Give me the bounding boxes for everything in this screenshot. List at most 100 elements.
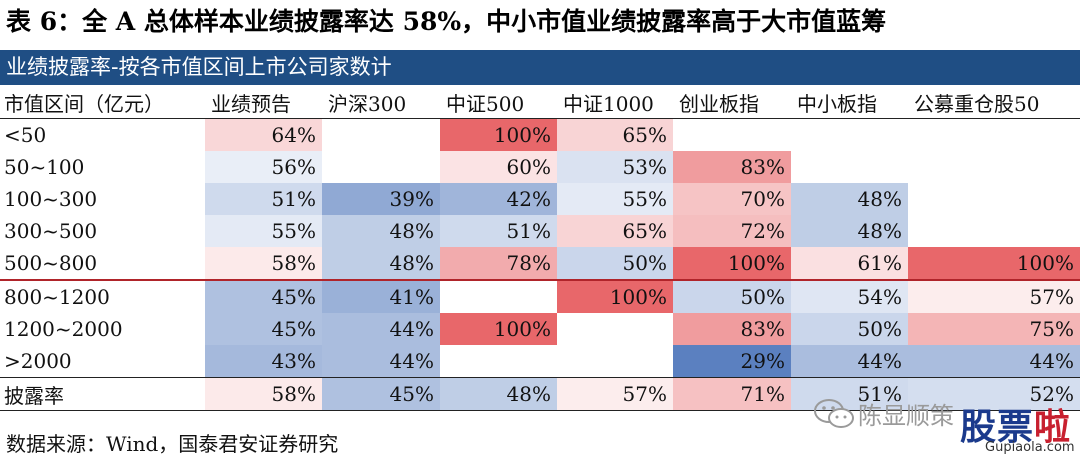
disclosure-rate-table: 市值区间（亿元） 业绩预告 沪深300 中证500 中证1000 创业板指 中小… <box>0 86 1080 410</box>
table-cell: 48% <box>791 215 908 247</box>
table-cell: 50% <box>557 247 673 281</box>
table-row: 500~800 58% 48% 78% 50% 100% 61% 100% <box>0 247 1080 281</box>
table-cell <box>673 119 791 152</box>
row-label: 500~800 <box>0 247 205 281</box>
table-cell: 52% <box>908 377 1080 410</box>
row-label: 1200~2000 <box>4 317 123 341</box>
table-cell: 72% <box>673 215 791 247</box>
watermark-account: 陈显顺策 <box>858 402 954 430</box>
table-cell <box>440 345 557 378</box>
table-cell <box>440 280 557 313</box>
table-cell: 51% <box>205 183 322 215</box>
row-label: 800~1200 <box>4 285 110 309</box>
table-cell: 83% <box>673 151 791 183</box>
source-note: 数据来源：Wind，国泰君安证券研究 <box>6 432 339 456</box>
row-label: 50~100 <box>4 155 85 179</box>
brand-red: 啦 <box>1034 407 1072 448</box>
column-header: 中证1000 <box>557 86 673 119</box>
watermark-brand: 股票啦 <box>960 398 1071 450</box>
table-cell <box>908 183 1080 215</box>
watermark: 陈显顺策 股票啦 Gupiaola.com <box>810 392 1080 461</box>
table-cell: 78% <box>440 247 557 281</box>
table-cell: 51% <box>440 215 557 247</box>
table-cell: 65% <box>557 118 673 151</box>
table-cell: 54% <box>791 280 908 313</box>
table-cell: 55% <box>557 183 673 215</box>
table-cell <box>322 151 440 183</box>
table-cell: 64% <box>205 118 322 151</box>
table-cell: 44% <box>322 345 440 378</box>
table-cell: 50% <box>791 313 908 345</box>
table-cell: 65% <box>557 215 673 247</box>
table-cell: 61% <box>791 247 908 281</box>
table-cell: 44% <box>791 345 908 378</box>
table-cell: 44% <box>322 313 440 345</box>
table-cell <box>557 345 673 378</box>
table-cell: 44% <box>908 345 1080 378</box>
table-cell: 100% <box>673 247 791 281</box>
table-cell: 48% <box>440 377 557 410</box>
table-cell: 55% <box>205 215 322 247</box>
table-cell: 58% <box>205 377 322 410</box>
table-row: 50~100 56% 60% 53% 83% <box>0 151 1080 183</box>
table-cell: 71% <box>673 377 791 410</box>
table-cell: 57% <box>557 377 673 410</box>
table-bottom-rule <box>0 410 1080 411</box>
brand-blue: 股票 <box>960 407 1035 448</box>
row-label: 100~300 <box>4 187 98 211</box>
table-cell <box>908 119 1080 152</box>
table-cell: 60% <box>440 151 557 183</box>
table-row: 800~1200 45% 41% 100% 50% 54% 57% <box>0 280 1080 313</box>
table-cell: 75% <box>908 313 1080 345</box>
table-cell <box>791 119 908 152</box>
table-cell: 56% <box>205 151 322 183</box>
column-header: 市值区间（亿元） <box>0 86 205 119</box>
table-row: >2000 43% 44% 29% 44% 44% <box>0 345 1080 378</box>
table-row: 1200~2000 45% 44% 100% 83% 50% 75% <box>0 313 1080 345</box>
table-cell: 51% <box>791 377 908 410</box>
table-cell: 70% <box>673 183 791 215</box>
table-cell: 39% <box>322 183 440 215</box>
table-cell: 45% <box>205 313 322 345</box>
table-cell: 29% <box>673 345 791 378</box>
table-cell: 100% <box>557 280 673 313</box>
table-cell: 43% <box>205 345 322 378</box>
table-title: 表 6：全 A 总体样本业绩披露率达 58%，中小市值业绩披露率高于大市值蓝筹 <box>6 7 887 36</box>
table-cell <box>322 119 440 152</box>
table-cell: 41% <box>322 280 440 313</box>
table-cell: 57% <box>908 280 1080 313</box>
column-header: 创业板指 <box>673 86 791 119</box>
column-header: 中证500 <box>440 86 557 119</box>
column-header: 业绩预告 <box>205 86 322 119</box>
column-header: 中小板指 <box>791 86 908 119</box>
row-label: >2000 <box>4 349 72 373</box>
table-cell: 48% <box>791 183 908 215</box>
table-row: 100~300 51% 39% 42% 55% 70% 48% <box>0 183 1080 215</box>
watermark-url: Gupiaola.com <box>985 440 1075 455</box>
table-cell: 50% <box>673 280 791 313</box>
row-label: <50 <box>4 123 47 147</box>
table-cell: 58% <box>205 247 322 281</box>
table-row: <50 64% 100% 65% <box>0 118 1080 152</box>
table-cell: 45% <box>205 280 322 313</box>
table-cell <box>791 151 908 183</box>
table-header-bar: 业绩披露率-按各市值区间上市公司家数计 <box>0 50 1080 85</box>
table-row: 300~500 55% 48% 51% 65% 72% 48% <box>0 215 1080 247</box>
row-label: 300~500 <box>4 219 98 243</box>
table-header-row: 市值区间（亿元） 业绩预告 沪深300 中证500 中证1000 创业板指 中小… <box>0 86 1080 119</box>
total-row: 披露率 58% 45% 48% 57% 71% 51% 52% <box>0 377 1080 410</box>
table-cell: 42% <box>440 183 557 215</box>
table-cell: 100% <box>440 118 557 151</box>
column-header: 沪深300 <box>322 86 440 119</box>
table-cell: 100% <box>908 247 1080 281</box>
table-cell: 48% <box>322 247 440 281</box>
table-cell <box>557 313 673 345</box>
table-cell: 48% <box>322 215 440 247</box>
wechat-icon <box>814 399 854 428</box>
row-label: 披露率 <box>0 377 205 410</box>
table-cell: 45% <box>322 377 440 410</box>
table-cell: 53% <box>557 151 673 183</box>
table-cell: 83% <box>673 313 791 345</box>
column-header: 公募重仓股50 <box>908 86 1080 119</box>
table-cell <box>908 151 1080 183</box>
